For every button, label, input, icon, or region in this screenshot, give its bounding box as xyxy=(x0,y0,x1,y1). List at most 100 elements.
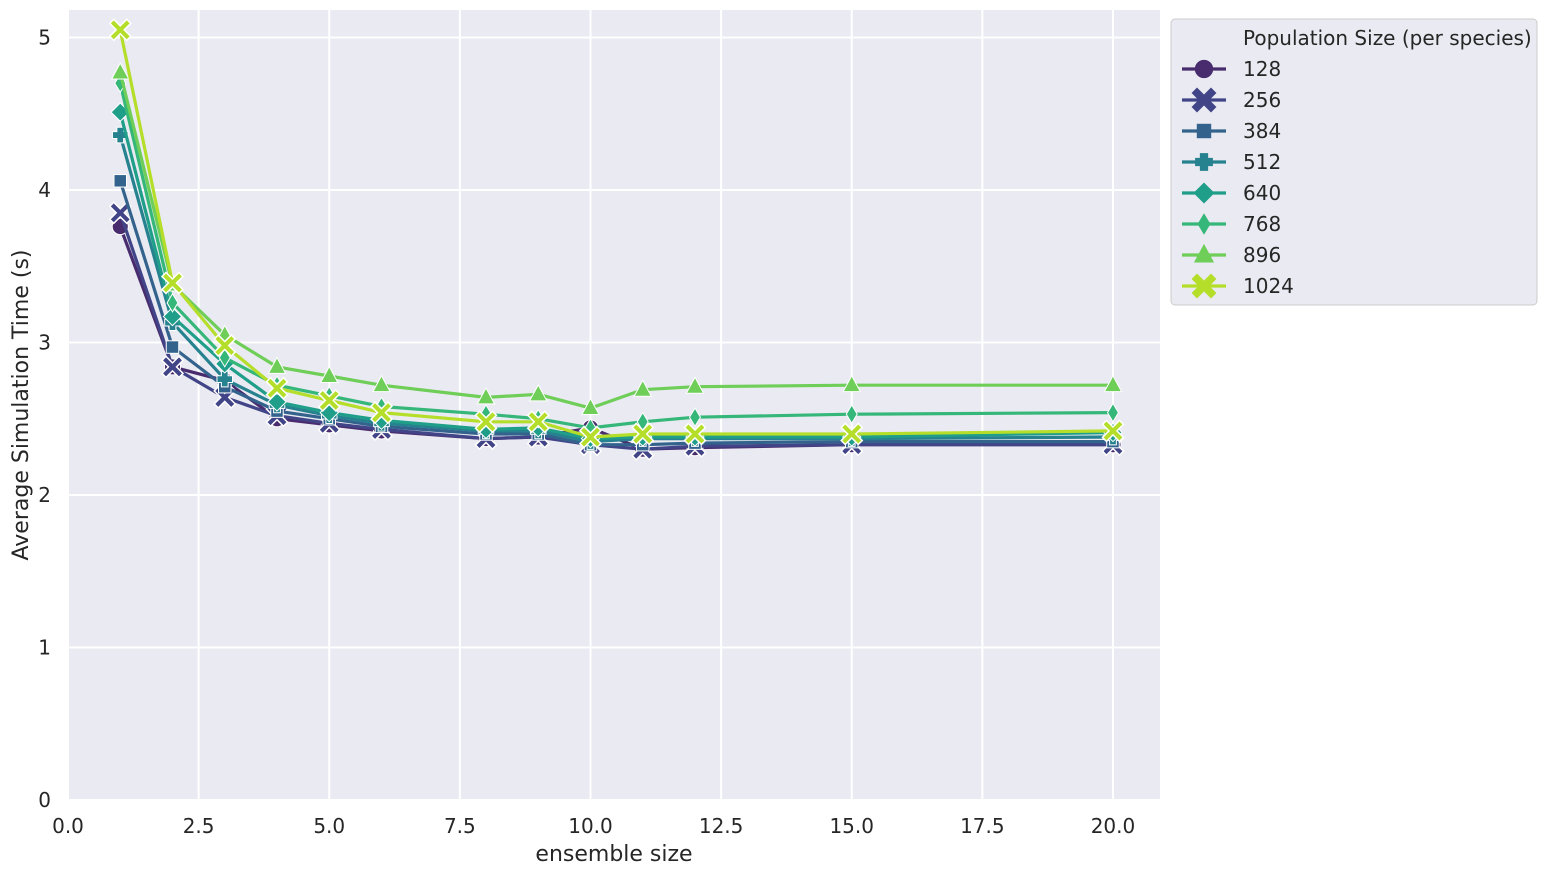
data-point-768 xyxy=(114,73,127,94)
data-point-896 xyxy=(528,383,548,402)
legend-label: 1024 xyxy=(1243,274,1294,298)
data-point-1024 xyxy=(631,422,655,446)
y-tick-label: 1 xyxy=(38,635,51,659)
marker-x-stroke xyxy=(267,378,287,398)
legend-entry-768: 768 xyxy=(1182,212,1281,236)
data-point-896 xyxy=(842,374,862,393)
x-tick-label: 15.0 xyxy=(829,814,874,838)
marker-x-stroke xyxy=(372,403,391,423)
data-point-1024 xyxy=(265,376,289,400)
series-layer xyxy=(108,18,1125,461)
grid xyxy=(67,10,1160,801)
marker-x-stroke xyxy=(1103,421,1123,441)
marker-x-stroke xyxy=(1193,89,1215,111)
legend-entry-512: 512 xyxy=(1182,150,1281,174)
x-tick-label: 20.0 xyxy=(1091,814,1136,838)
data-point-1024 xyxy=(317,388,341,412)
data-point-256 xyxy=(108,201,132,225)
marker-x-stroke xyxy=(476,412,496,432)
y-axis-label: Average Simulation Time (s) xyxy=(9,250,34,561)
x-tick-label: 0.0 xyxy=(52,814,84,838)
data-point-896 xyxy=(1103,374,1123,393)
y-tick-labels: 0 1 2 3 4 5 xyxy=(38,25,51,812)
x-tick-label: 12.5 xyxy=(699,814,744,838)
marker-x-stroke xyxy=(110,203,130,223)
legend-box xyxy=(1170,18,1538,306)
data-point-640 xyxy=(162,306,183,327)
x-tick-label: 10.0 xyxy=(568,814,613,838)
legend-label: 384 xyxy=(1243,119,1281,143)
data-point-1024 xyxy=(578,425,603,449)
data-point-896 xyxy=(110,62,130,80)
data-point-768 xyxy=(688,407,702,428)
legend-entry-128: 128 xyxy=(1182,57,1281,81)
marker-x-stroke xyxy=(633,424,653,444)
data-point-1024 xyxy=(213,333,237,358)
legend-entry-640: 640 xyxy=(1182,181,1281,205)
data-point-1024 xyxy=(840,422,864,446)
legend-label: 896 xyxy=(1243,243,1281,267)
data-point-896 xyxy=(372,374,391,393)
marker-x-stroke xyxy=(842,424,862,444)
legend-label: 640 xyxy=(1243,181,1281,205)
legend-entry-384: 384 xyxy=(1182,119,1281,143)
data-point-768 xyxy=(218,347,231,368)
legend-label: 512 xyxy=(1243,150,1281,174)
legend-label: 128 xyxy=(1243,57,1281,81)
x-axis-label: ensemble size xyxy=(535,842,692,867)
data-point-896 xyxy=(581,397,600,416)
legend-label: 256 xyxy=(1243,88,1281,112)
data-point-896 xyxy=(319,365,339,384)
data-point-768 xyxy=(1106,402,1120,423)
marker-x-stroke xyxy=(1193,275,1215,297)
data-point-896 xyxy=(476,386,496,405)
data-point-896 xyxy=(267,356,287,374)
legend-marker xyxy=(1194,59,1214,79)
legend-marker xyxy=(1193,243,1215,263)
legend-entries: 128 256 384 512 640 768 896 1024 xyxy=(1182,57,1294,299)
data-point-1024 xyxy=(683,422,707,446)
data-point-1024 xyxy=(369,401,394,425)
series-1024 xyxy=(108,18,1125,449)
data-point-384 xyxy=(165,340,180,354)
marker-x-stroke xyxy=(163,273,182,293)
legend-marker xyxy=(1191,273,1217,299)
legend-title: Population Size (per species) xyxy=(1243,26,1532,50)
data-point-1024 xyxy=(1101,419,1125,443)
marker-x-stroke xyxy=(528,412,548,432)
y-tick-label: 4 xyxy=(38,178,51,202)
marker-x-stroke xyxy=(685,424,705,444)
marker-x-stroke xyxy=(163,357,182,377)
data-point-256 xyxy=(160,355,185,379)
data-point-896 xyxy=(633,379,653,397)
legend-marker xyxy=(1196,123,1212,139)
data-point-896 xyxy=(685,376,705,394)
legend: Population Size (per species) 128 256 384 5… xyxy=(1170,18,1538,306)
marker-x-stroke xyxy=(581,427,600,447)
data-point-1024 xyxy=(108,18,132,42)
legend-entry-1024: 1024 xyxy=(1182,273,1294,299)
y-tick-label: 2 xyxy=(38,483,51,507)
legend-marker xyxy=(1191,87,1217,113)
x-tick-label: 7.5 xyxy=(444,814,476,838)
data-point-384 xyxy=(113,174,127,188)
data-point-512 xyxy=(216,370,234,388)
marker-x-stroke xyxy=(215,336,235,355)
x-tick-labels: 0.0 2.5 5.0 7.5 10.0 12.5 15.0 17.5 20.0 xyxy=(52,814,1135,838)
x-tick-label: 2.5 xyxy=(183,814,215,838)
data-point-768 xyxy=(845,404,858,425)
x-tick-label: 17.5 xyxy=(960,814,1005,838)
marker-x-stroke xyxy=(110,20,130,40)
y-tick-label: 5 xyxy=(38,25,51,49)
y-tick-label: 3 xyxy=(38,330,51,354)
legend-entry-256: 256 xyxy=(1182,87,1281,113)
data-point-768 xyxy=(166,292,179,313)
legend-entry-896: 896 xyxy=(1182,243,1281,267)
marker-x-stroke xyxy=(319,390,339,410)
data-point-1024 xyxy=(526,410,550,434)
data-point-1024 xyxy=(474,410,498,434)
y-tick-label: 0 xyxy=(38,788,51,812)
legend-marker xyxy=(1195,153,1213,171)
legend-marker xyxy=(1193,182,1215,204)
